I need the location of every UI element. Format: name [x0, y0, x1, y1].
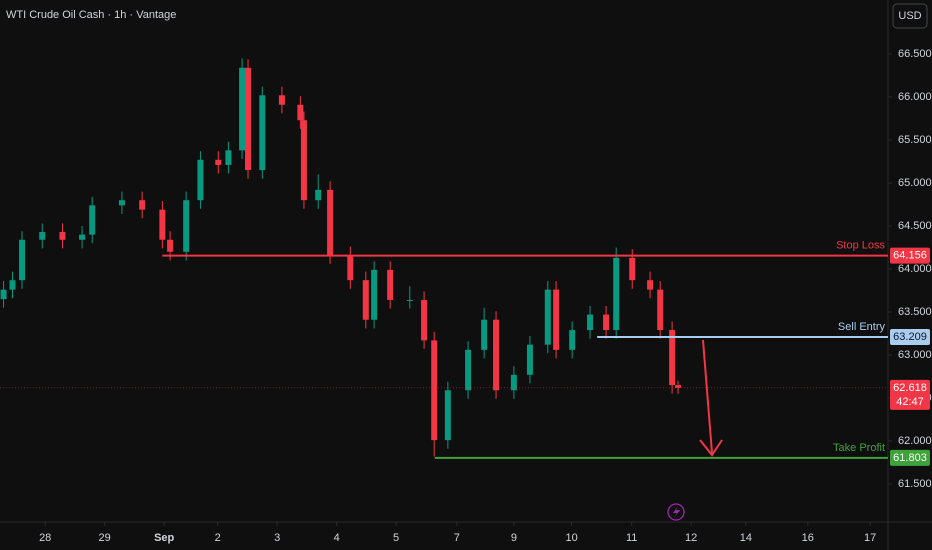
- candle-body: [669, 330, 676, 386]
- last-price-tag: [890, 379, 930, 410]
- candle-body: [39, 232, 46, 240]
- candle-body: [510, 374, 517, 391]
- candle-body: [406, 299, 413, 301]
- candle-body: [431, 340, 438, 441]
- currency-button[interactable]: [892, 3, 928, 29]
- x-tick-label: 17: [864, 532, 876, 544]
- candle-body: [59, 232, 66, 240]
- candle-body: [465, 349, 472, 391]
- x-tick-label: 14: [740, 532, 752, 544]
- y-tick-label: 65.500: [898, 134, 932, 146]
- y-tick-label: 62.000: [898, 435, 932, 447]
- level-price: 63.209: [893, 331, 927, 343]
- countdown: 42:47: [896, 396, 924, 408]
- candle-body: [225, 150, 232, 165]
- candle-body: [657, 289, 664, 331]
- candle-body: [544, 289, 551, 345]
- x-tick-label: 16: [802, 532, 814, 544]
- candle-body: [300, 120, 307, 201]
- y-tick-label: 66.500: [898, 48, 932, 60]
- x-tick-label: 9: [511, 532, 517, 544]
- level-name: Take Profit: [833, 442, 885, 454]
- x-tick-label: 12: [685, 532, 697, 544]
- x-tick-label: 5: [393, 532, 399, 544]
- y-tick-label: 66.000: [898, 91, 932, 103]
- candle-body: [0, 289, 7, 300]
- arrow-head: [699, 439, 723, 457]
- y-tick-label: 64.000: [898, 263, 932, 275]
- y-tick-label: 61.500: [898, 478, 932, 490]
- candle-body: [9, 280, 16, 290]
- candle-body: [493, 319, 500, 391]
- y-tick-label: 64.500: [898, 220, 932, 232]
- candle-body: [371, 269, 378, 320]
- candle-body: [613, 257, 620, 331]
- y-tick-label: 63.000: [898, 349, 932, 361]
- x-tick-label: 10: [565, 532, 577, 544]
- level-price: 64.156: [893, 249, 927, 261]
- candle-body: [444, 390, 451, 441]
- x-tick-label: 11: [626, 532, 637, 544]
- candle-body: [603, 314, 610, 331]
- candle-body: [526, 344, 533, 375]
- level-price-tag: [890, 449, 930, 466]
- event-circle: [667, 503, 685, 521]
- candle-body: [239, 67, 246, 151]
- level-name: Sell Entry: [838, 321, 886, 333]
- candle-body: [278, 95, 285, 105]
- chart-title: WTI Crude Oil Cash · 1h · Vantage: [6, 9, 176, 21]
- x-tick-label: 28: [39, 532, 51, 544]
- candle-body: [245, 67, 252, 171]
- candle-body: [259, 95, 266, 171]
- candle-body: [197, 159, 204, 201]
- candle-body: [481, 319, 488, 350]
- x-tick-label: 2: [215, 532, 221, 544]
- level-name: Stop Loss: [836, 239, 885, 251]
- candle-body: [297, 104, 304, 121]
- candle-body: [139, 200, 146, 210]
- event-bolt: [673, 506, 680, 518]
- candle-body: [79, 234, 86, 240]
- candle-body: [183, 200, 190, 252]
- candle-body: [118, 200, 125, 206]
- y-tick-label: 63.500: [898, 306, 932, 318]
- projection-arrow: [699, 339, 723, 457]
- candle-body: [362, 280, 369, 320]
- y-tick-label: 65.000: [898, 177, 932, 189]
- last-price: 62.618: [893, 382, 927, 394]
- candle-body: [553, 289, 560, 350]
- candle-body: [347, 255, 354, 281]
- candle-body: [215, 159, 222, 165]
- candle-body: [387, 269, 394, 300]
- candle-body: [327, 189, 334, 256]
- candle-body: [569, 330, 576, 350]
- candle-body: [587, 314, 594, 331]
- candle-body: [629, 257, 636, 281]
- candle-body: [159, 209, 166, 240]
- candle-body: [19, 239, 26, 281]
- candle-body: [315, 189, 322, 201]
- candle-body: [647, 280, 654, 290]
- arrow-shaft: [702, 339, 713, 454]
- event-icon[interactable]: [667, 503, 685, 521]
- currency-label: USD: [898, 10, 921, 22]
- x-tick-label: 4: [334, 532, 340, 544]
- x-tick-label: Sep: [154, 532, 174, 544]
- x-tick-label: 7: [454, 532, 460, 544]
- level-price-tag: [890, 329, 930, 346]
- level-price: 61.803: [893, 452, 927, 464]
- candle-body: [675, 385, 682, 388]
- candle-body: [167, 239, 174, 252]
- candle-body: [421, 299, 428, 341]
- x-tick-label: 3: [274, 532, 280, 544]
- level-price-tag: [890, 247, 930, 264]
- x-tick-label: 29: [99, 532, 111, 544]
- candle-body: [89, 205, 96, 235]
